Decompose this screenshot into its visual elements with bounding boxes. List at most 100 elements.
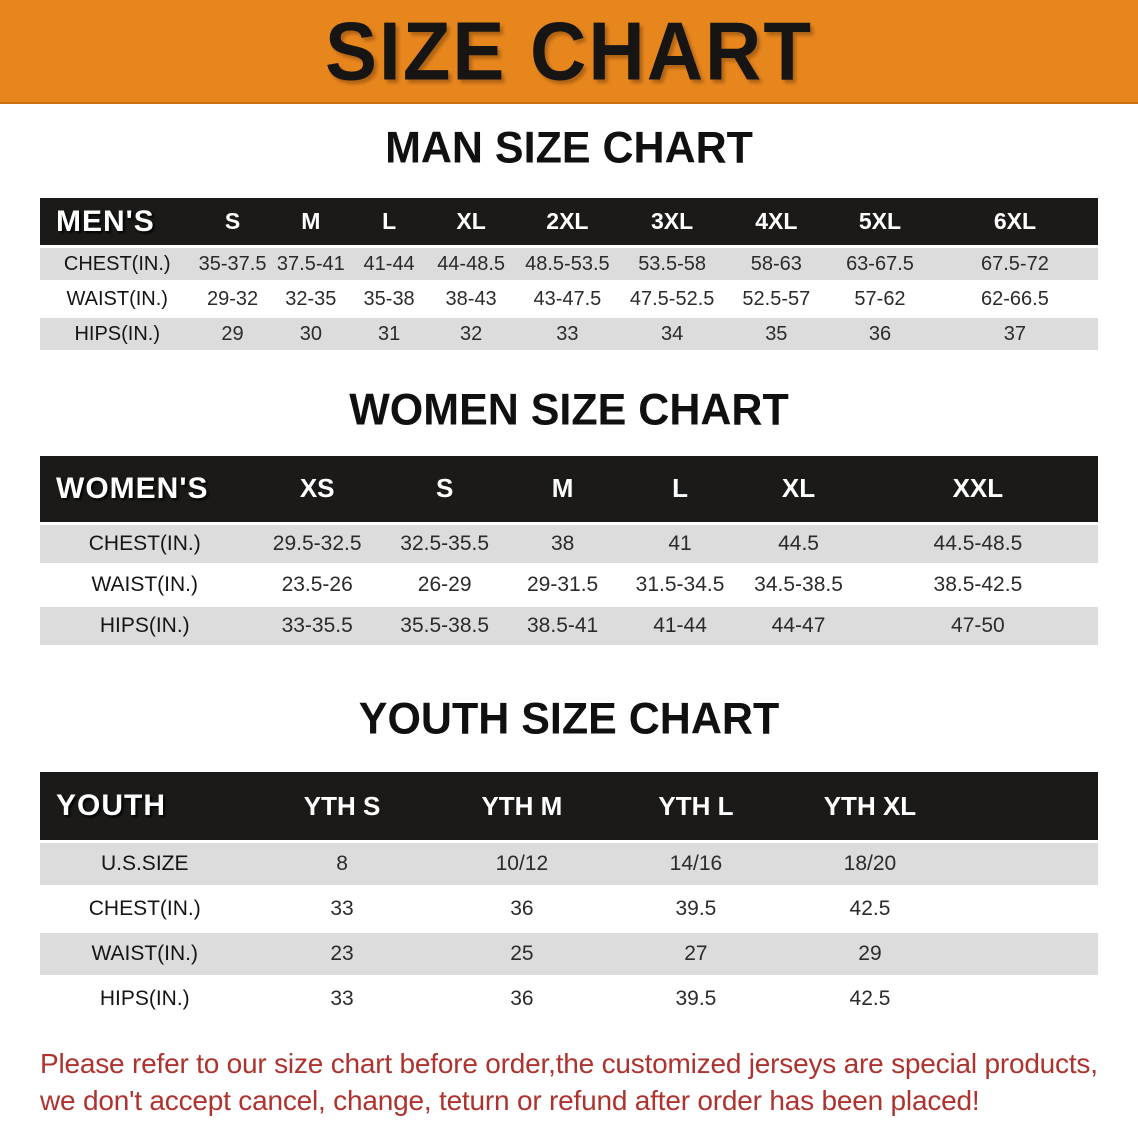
spacer-cell — [957, 840, 1098, 886]
size-value: 36 — [828, 315, 932, 351]
size-column-header: YTH XL — [782, 772, 958, 841]
size-value: 42.5 — [782, 885, 958, 930]
size-value: 44.5 — [739, 521, 858, 563]
women-section: WOMEN SIZE CHART WOMEN'S XS S M L XL XXL CHEST(… — [0, 385, 1138, 645]
disclaimer-line-1: Please refer to our size chart before or… — [40, 1048, 1098, 1080]
row-label: HIPS(IN.) — [40, 315, 195, 351]
size-value: 41-44 — [351, 245, 428, 281]
size-value: 33-35.5 — [249, 603, 385, 645]
size-value: 39.5 — [609, 885, 783, 930]
size-value: 29 — [782, 930, 958, 976]
size-column-header: L — [351, 198, 428, 246]
youth-size-table: YOUTH YTH S YTH M YTH L YTH XL U.S.SIZE 8 10/12… — [40, 772, 1098, 1020]
size-column-header: 3XL — [619, 198, 725, 246]
size-value: 38.5-42.5 — [857, 562, 1098, 604]
size-value: 35 — [724, 315, 829, 351]
men-section: MAN SIZE CHART MEN'S S M L XL 2XL 3XL 4XL 5XL 6XL… — [0, 123, 1138, 351]
size-value: 14/16 — [609, 840, 783, 886]
size-value: 36 — [434, 885, 610, 930]
size-value: 62-66.5 — [931, 280, 1098, 315]
size-column-header: 4XL — [724, 198, 829, 246]
size-column-header: XXL — [857, 455, 1098, 522]
size-column-header: M — [270, 198, 352, 246]
spacer-cell — [957, 772, 1098, 841]
size-value: 41 — [620, 521, 740, 563]
youth-section: YOUTH SIZE CHART YOUTH YTH S YTH M YTH L YTH… — [0, 694, 1138, 1020]
row-label: CHEST(IN.) — [40, 245, 195, 281]
row-label: WAIST(IN.) — [40, 930, 250, 976]
size-value: 32-35 — [270, 280, 352, 315]
group-label: YOUTH — [40, 772, 250, 841]
size-value: 33 — [515, 315, 620, 351]
measurement-row: WAIST(IN.) 23.5-26 26-29 29-31.5 31.5-34.5 34… — [40, 562, 1098, 604]
men-size-table: MEN'S S M L XL 2XL 3XL 4XL 5XL 6XL CHEST(IN.) 35-37… — [40, 198, 1098, 351]
size-header-row: YOUTH YTH S YTH M YTH L YTH XL — [40, 772, 1098, 841]
size-value: 26-29 — [384, 562, 505, 604]
size-value: 34 — [619, 315, 725, 351]
size-value: 10/12 — [434, 840, 610, 886]
measurement-row: CHEST(IN.) 33 36 39.5 42.5 — [40, 885, 1098, 930]
measurement-row: WAIST(IN.) 23 25 27 29 — [40, 930, 1098, 976]
size-column-header: XS — [249, 455, 385, 522]
size-value: 42.5 — [782, 975, 958, 1020]
size-value: 38.5-41 — [504, 603, 621, 645]
size-column-header: XL — [739, 455, 858, 522]
size-value: 52.5-57 — [724, 280, 829, 315]
size-value: 29 — [194, 315, 271, 351]
row-label: WAIST(IN.) — [40, 562, 250, 604]
size-value: 43-47.5 — [515, 280, 620, 315]
size-value: 23 — [249, 930, 435, 976]
disclaimer: Please refer to our size chart before or… — [40, 1046, 1098, 1119]
size-value: 53.5-58 — [619, 245, 725, 281]
measurement-row: WAIST(IN.) 29-32 32-35 35-38 38-43 43-47.5 47.… — [40, 280, 1098, 315]
row-label: U.S.SIZE — [40, 840, 250, 886]
spacer-cell — [957, 930, 1098, 976]
measurement-row: HIPS(IN.) 33 36 39.5 42.5 — [40, 975, 1098, 1020]
measurement-row: U.S.SIZE 8 10/12 14/16 18/20 — [40, 840, 1098, 886]
size-value: 34.5-38.5 — [739, 562, 858, 604]
size-value: 33 — [249, 885, 435, 930]
women-size-table: WOMEN'S XS S M L XL XXL CHEST(IN.) 29.5-32.5 32.5… — [40, 455, 1098, 645]
size-value: 67.5-72 — [931, 245, 1098, 281]
size-column-header: S — [384, 455, 505, 522]
size-column-header: YTH M — [434, 772, 610, 841]
size-value: 29-32 — [194, 280, 271, 315]
row-label: HIPS(IN.) — [40, 975, 250, 1020]
size-value: 25 — [434, 930, 610, 976]
page-title: SIZE CHART — [325, 3, 813, 98]
group-label: MEN'S — [40, 198, 195, 246]
size-value: 41-44 — [620, 603, 740, 645]
size-value: 57-62 — [828, 280, 932, 315]
size-column-header: M — [504, 455, 621, 522]
size-column-header: L — [620, 455, 740, 522]
size-header-row: MEN'S S M L XL 2XL 3XL 4XL 5XL 6XL — [40, 198, 1098, 246]
row-label: HIPS(IN.) — [40, 603, 250, 645]
women-section-heading: WOMEN SIZE CHART — [349, 385, 789, 436]
measurement-row: HIPS(IN.) 33-35.5 35.5-38.5 38.5-41 41-44 44-… — [40, 603, 1098, 645]
size-value: 27 — [609, 930, 783, 976]
title-banner: SIZE CHART — [0, 0, 1138, 104]
size-value: 31 — [351, 315, 428, 351]
size-column-header: S — [194, 198, 271, 246]
spacer-cell — [957, 975, 1098, 1020]
size-value: 30 — [270, 315, 352, 351]
size-value: 32 — [427, 315, 516, 351]
size-value: 36 — [434, 975, 610, 1020]
size-column-header: YTH L — [609, 772, 783, 841]
size-value: 35.5-38.5 — [384, 603, 505, 645]
size-value: 37.5-41 — [270, 245, 352, 281]
size-value: 39.5 — [609, 975, 783, 1020]
size-column-header: 5XL — [828, 198, 932, 246]
size-value: 38-43 — [427, 280, 516, 315]
size-value: 47.5-52.5 — [619, 280, 725, 315]
size-value: 47-50 — [857, 603, 1098, 645]
size-value: 35-38 — [351, 280, 428, 315]
size-column-header: YTH S — [249, 772, 435, 841]
size-value: 44.5-48.5 — [857, 521, 1098, 563]
measurement-row: CHEST(IN.) 35-37.5 37.5-41 41-44 44-48.5 48.5… — [40, 245, 1098, 281]
size-column-header: 2XL — [515, 198, 620, 246]
size-value: 33 — [249, 975, 435, 1020]
size-value: 48.5-53.5 — [515, 245, 620, 281]
size-value: 23.5-26 — [249, 562, 385, 604]
disclaimer-line-2: we don't accept cancel, change, teturn o… — [40, 1084, 980, 1116]
